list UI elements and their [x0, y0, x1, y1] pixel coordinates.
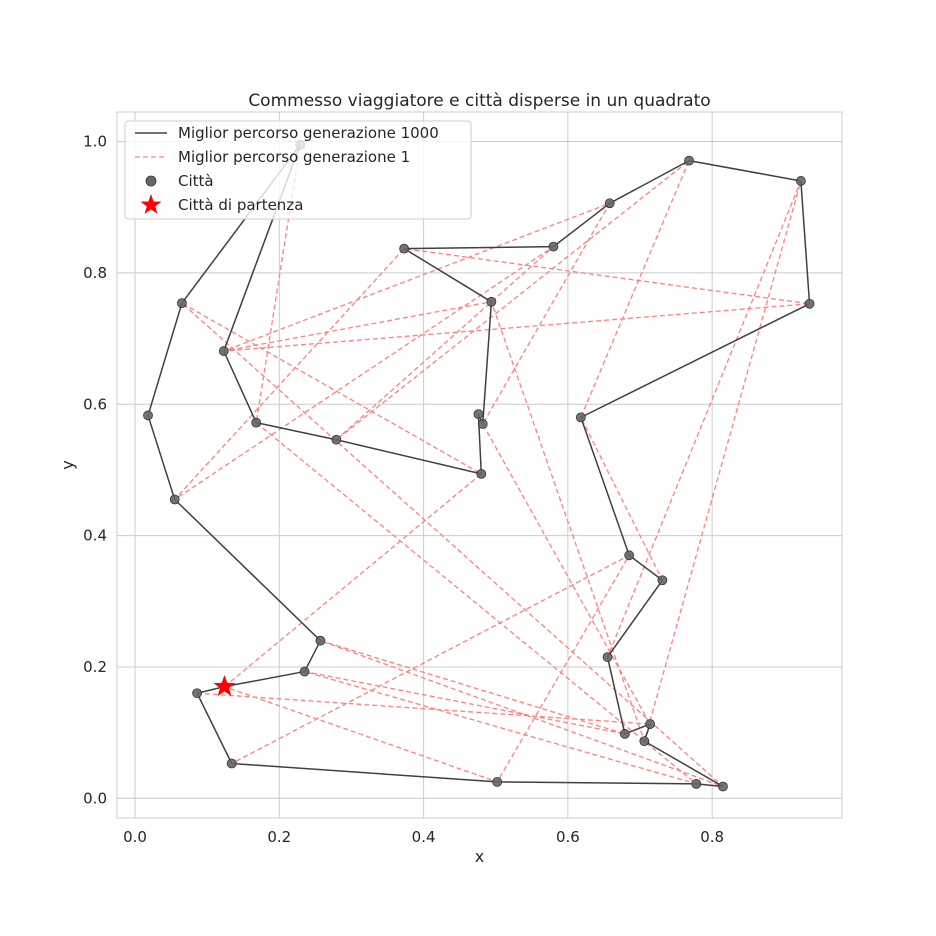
city-point: [476, 468, 487, 479]
start-city-marker: [213, 674, 236, 697]
city-point: [645, 719, 656, 729]
city-point: [604, 198, 615, 209]
city-point: [143, 410, 153, 421]
y-tick-label: 1.0: [83, 133, 107, 151]
y-tick-label: 0.4: [83, 527, 107, 545]
tick-labels: 0.0 0.2 0.4 0.6 0.8 0.0 0.2 0.4 0.6 0.8 1.0: [83, 133, 724, 846]
legend-swatch-cities: [145, 175, 157, 187]
y-tick-label: 0.0: [83, 789, 107, 807]
city-point: [177, 298, 187, 309]
x-tick-label: 0.2: [267, 828, 291, 846]
legend-swatch-start-city: [140, 194, 162, 214]
city-point: [477, 419, 488, 429]
y-tick-label: 0.2: [83, 658, 107, 676]
city-points: [143, 139, 815, 792]
legend: Miglior percorso generazione 1000 Miglio…: [124, 120, 472, 220]
y-axis-label: y: [58, 460, 77, 469]
city-point: [299, 666, 310, 677]
x-tick-label: 0.0: [123, 828, 147, 846]
city-point: [548, 241, 559, 252]
legend-box: [124, 120, 472, 220]
city-point: [684, 155, 694, 166]
city-point: [657, 575, 668, 586]
city-point: [575, 412, 586, 423]
city-point: [226, 758, 237, 769]
city-point: [315, 635, 326, 646]
city-point: [492, 776, 503, 787]
city-point: [624, 550, 635, 561]
city-point: [691, 778, 702, 789]
city-point: [795, 176, 806, 186]
y-tick-label: 0.6: [83, 395, 107, 413]
legend-label-cities: Città: [178, 172, 214, 190]
start-city-marker-group: [213, 674, 236, 697]
x-tick-label: 0.8: [700, 828, 724, 846]
route-generation-1: [174, 144, 810, 788]
legend-label-best-route: Miglior percorso generazione 1000: [178, 124, 439, 142]
city-point: [619, 729, 630, 739]
city-point: [399, 243, 410, 254]
city-point: [602, 652, 613, 662]
x-tick-label: 0.6: [556, 828, 580, 846]
x-tick-label: 0.4: [412, 828, 436, 846]
city-point: [473, 409, 484, 420]
legend-label-start-city: Città di partenza: [178, 196, 303, 214]
city-point: [718, 781, 728, 792]
city-point: [486, 296, 497, 307]
plot-area: [116, 111, 843, 819]
grid-lines: [117, 112, 842, 818]
axes-border: [116, 111, 843, 819]
y-tick-label: 0.8: [83, 264, 107, 282]
chart-title: Commesso viaggiatore e città disperse in…: [248, 91, 710, 111]
x-axis-label: x: [475, 847, 484, 866]
route-generation-1-line: [174, 144, 810, 788]
city-point: [251, 417, 262, 428]
city-point: [192, 688, 202, 699]
city-point: [218, 346, 229, 356]
city-point: [804, 298, 815, 309]
legend-label-first-route: Miglior percorso generazione 1: [178, 148, 410, 166]
city-point: [169, 494, 180, 505]
city-point: [331, 434, 342, 445]
city-point: [639, 736, 650, 747]
